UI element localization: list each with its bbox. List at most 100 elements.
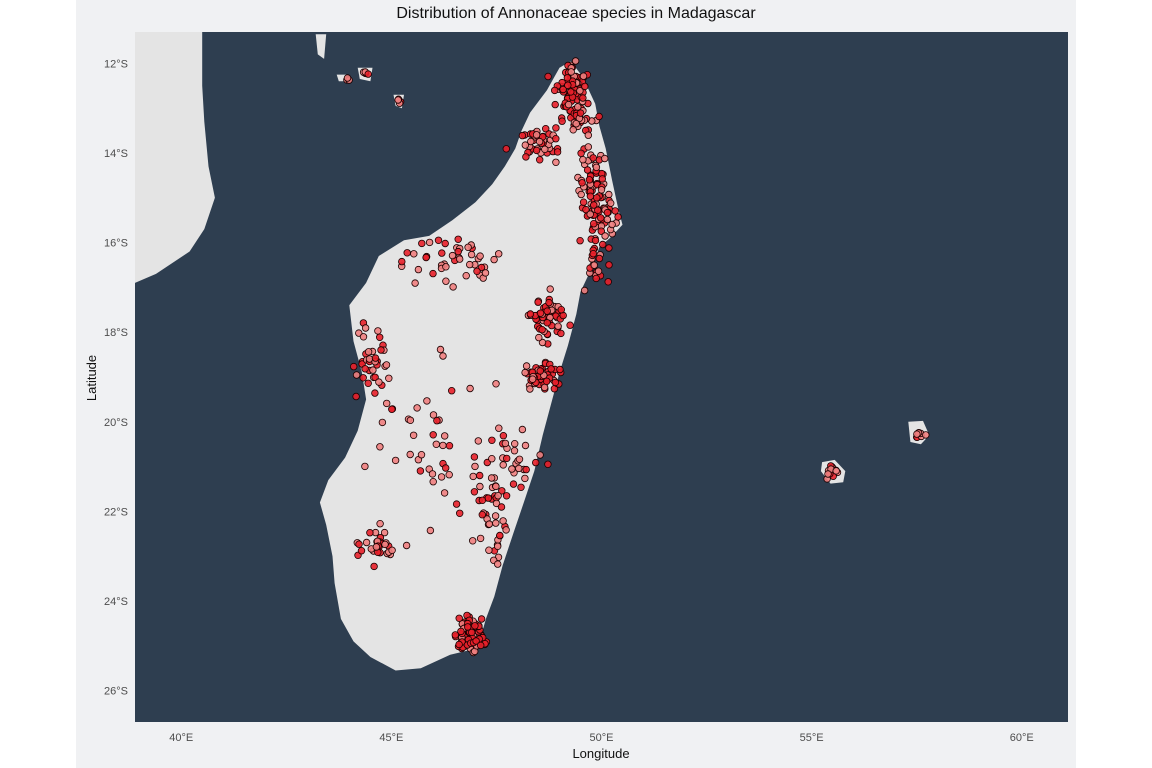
occurrence-point: [536, 367, 544, 375]
occurrence-point: [438, 249, 446, 257]
occurrence-point: [601, 154, 609, 163]
occurrence-point: [476, 534, 485, 543]
occurrence-point: [371, 373, 379, 381]
occurrence-point: [429, 411, 438, 419]
occurrence-point: [922, 431, 930, 439]
occurrence-point: [357, 547, 366, 555]
occurrence-point: [574, 103, 582, 111]
occurrence-point: [383, 399, 391, 408]
chart-title: Distribution of Annonaceae species in Ma…: [396, 5, 756, 22]
occurrence-point: [467, 250, 476, 259]
occurrence-point: [597, 227, 605, 235]
occurrence-point: [552, 124, 560, 132]
occurrence-point: [398, 257, 406, 266]
occurrence-point: [439, 352, 447, 360]
occurrence-point: [428, 470, 437, 478]
occurrence-point: [598, 175, 606, 183]
occurrence-point: [417, 451, 426, 459]
x-tick-label: 40°E: [169, 732, 193, 744]
occurrence-point: [422, 253, 430, 262]
occurrence-point: [563, 74, 572, 82]
occurrence-point: [372, 543, 381, 551]
occurrence-point: [832, 467, 840, 475]
occurrence-point: [579, 198, 588, 206]
occurrence-point: [433, 417, 441, 425]
occurrence-point: [543, 377, 551, 385]
occurrence-point: [471, 462, 479, 471]
occurrence-point: [355, 540, 363, 548]
occurrence-point: [454, 247, 462, 256]
occurrence-point: [359, 374, 367, 382]
occurrence-point: [388, 546, 396, 554]
occurrence-point: [442, 263, 450, 271]
occurrence-point: [566, 321, 574, 329]
occurrence-point: [611, 207, 619, 215]
occurrence-point: [376, 520, 384, 528]
occurrence-point: [522, 153, 530, 161]
occurrence-point: [603, 208, 612, 217]
occurrence-point: [359, 333, 368, 341]
occurrence-point: [394, 96, 402, 104]
occurrence-point: [543, 307, 551, 315]
occurrence-point: [499, 461, 507, 469]
occurrence-point: [439, 441, 447, 450]
occurrence-point: [426, 526, 435, 535]
occurrence-point: [521, 441, 530, 450]
occurrence-point: [556, 365, 564, 374]
occurrence-point: [532, 458, 540, 467]
occurrence-point: [508, 465, 516, 473]
occurrence-point: [476, 252, 484, 260]
occurrence-point: [518, 425, 527, 434]
occurrence-point: [586, 210, 594, 218]
occurrence-point: [569, 126, 577, 134]
occurrence-point: [378, 418, 387, 427]
occurrence-point: [485, 520, 493, 528]
occurrence-point: [536, 156, 544, 164]
occurrence-point: [352, 392, 360, 401]
occurrence-point: [364, 379, 372, 387]
occurrence-point: [515, 464, 523, 473]
occurrence-point: [592, 274, 600, 283]
occurrence-point: [572, 119, 580, 128]
y-tick-label: 24°S: [104, 596, 128, 608]
occurrence-point: [361, 462, 369, 471]
occurrence-point: [605, 261, 613, 269]
occurrence-point: [547, 365, 555, 373]
occurrence-point: [593, 194, 601, 202]
occurrence-point: [472, 637, 480, 645]
occurrence-point: [442, 277, 450, 285]
occurrence-point: [385, 374, 393, 382]
occurrence-point: [448, 387, 456, 395]
occurrence-point: [576, 87, 584, 95]
occurrence-point: [551, 378, 560, 387]
occurrence-point: [528, 375, 537, 383]
occurrence-point: [538, 326, 546, 334]
occurrence-point: [546, 285, 554, 293]
x-axis-title: Longitude: [572, 746, 629, 761]
occurrence-point: [375, 378, 383, 386]
occurrence-point: [425, 238, 434, 247]
occurrence-point: [361, 324, 370, 332]
occurrence-point: [601, 232, 609, 240]
occurrence-point: [381, 540, 389, 549]
occurrence-point: [371, 389, 379, 397]
occurrence-point: [343, 74, 352, 82]
occurrence-point: [605, 244, 613, 252]
occurrence-point: [591, 236, 600, 245]
occurrence-point: [580, 286, 589, 295]
occurrence-point: [576, 109, 585, 117]
occurrence-point: [558, 117, 566, 125]
occurrence-points: [343, 57, 930, 657]
occurrence-point: [469, 537, 477, 545]
occurrence-point: [501, 439, 510, 448]
occurrence-point: [571, 57, 580, 65]
occurrence-point: [534, 298, 542, 306]
occurrence-point: [590, 201, 598, 209]
occurrence-point: [485, 546, 493, 554]
occurrence-point: [494, 542, 502, 550]
occurrence-point: [411, 279, 419, 287]
occurrence-point: [448, 251, 457, 260]
occurrence-point: [521, 141, 529, 149]
occurrence-point: [518, 131, 527, 140]
